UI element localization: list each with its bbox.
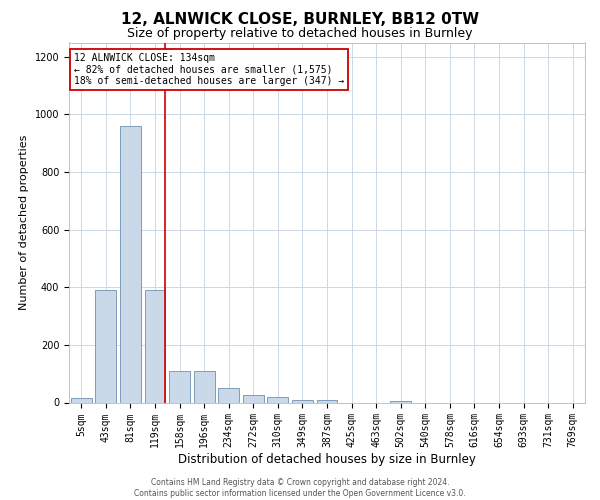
Bar <box>145 290 166 403</box>
Text: Contains HM Land Registry data © Crown copyright and database right 2024.
Contai: Contains HM Land Registry data © Crown c… <box>134 478 466 498</box>
Text: 12 ALNWICK CLOSE: 134sqm
← 82% of detached houses are smaller (1,575)
18% of sem: 12 ALNWICK CLOSE: 134sqm ← 82% of detach… <box>74 54 344 86</box>
Text: 12, ALNWICK CLOSE, BURNLEY, BB12 0TW: 12, ALNWICK CLOSE, BURNLEY, BB12 0TW <box>121 12 479 28</box>
Bar <box>71 398 92 402</box>
Bar <box>317 400 337 402</box>
Bar <box>292 400 313 402</box>
X-axis label: Distribution of detached houses by size in Burnley: Distribution of detached houses by size … <box>178 453 476 466</box>
Bar <box>218 388 239 402</box>
Bar <box>169 371 190 402</box>
Y-axis label: Number of detached properties: Number of detached properties <box>19 135 29 310</box>
Bar <box>194 371 215 402</box>
Text: Size of property relative to detached houses in Burnley: Size of property relative to detached ho… <box>127 28 473 40</box>
Bar <box>120 126 141 402</box>
Bar <box>95 290 116 403</box>
Bar <box>390 401 411 402</box>
Bar <box>268 396 289 402</box>
Bar <box>243 396 264 402</box>
